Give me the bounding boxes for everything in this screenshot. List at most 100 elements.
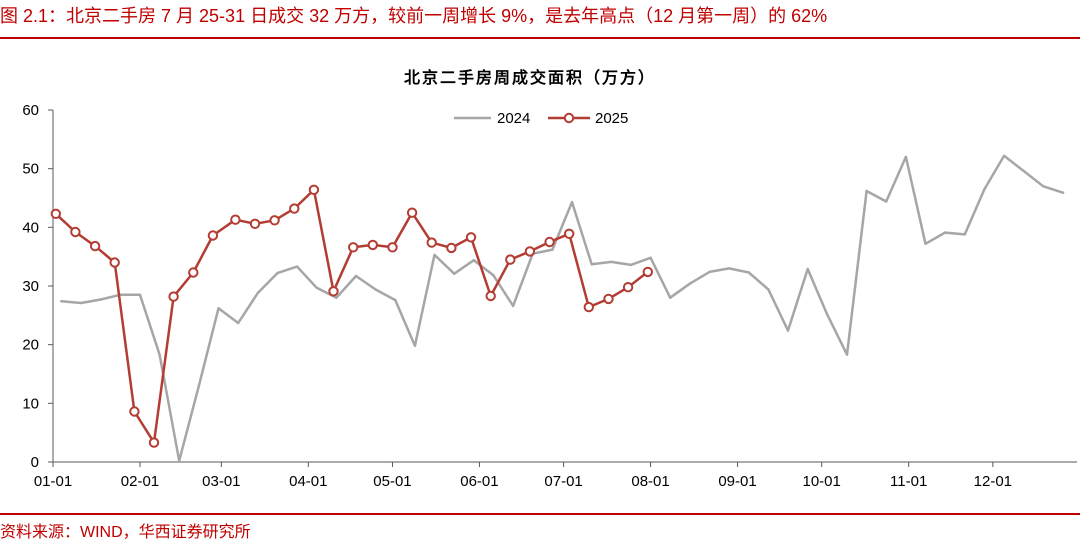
x-tick-label: 10-01 — [803, 473, 841, 490]
series-2025-point — [129, 406, 140, 417]
series-2025-point — [249, 218, 261, 230]
legend-2024-label: 2024 — [497, 110, 530, 127]
series-2024-point — [924, 242, 927, 245]
series-2025-point — [89, 240, 101, 252]
series-2024-point — [237, 321, 240, 325]
series-2024-point — [708, 270, 711, 274]
series-2025-point — [544, 236, 555, 248]
series-2024-point — [1042, 185, 1045, 188]
series-2024-point — [806, 267, 809, 271]
series-2024-point — [217, 307, 220, 310]
series-2024-point — [845, 353, 849, 356]
x-tick-label: 02-01 — [121, 473, 159, 490]
series-2024-point — [1002, 154, 1006, 157]
series-2024-point — [904, 155, 908, 159]
y-tick-label: 40 — [22, 219, 39, 236]
header-rule — [0, 37, 1080, 39]
series-2025-point — [446, 242, 457, 254]
series-2024-point — [629, 263, 633, 267]
series-2024-point — [963, 233, 966, 236]
series-2024-point — [354, 274, 358, 278]
y-tick-label: 20 — [22, 337, 39, 354]
series-2025-point — [188, 267, 199, 278]
series-2025-point — [328, 286, 339, 297]
y-tick-label: 10 — [22, 395, 39, 412]
series-2024-point — [197, 384, 201, 387]
series-2025-point — [207, 230, 219, 241]
series-2024-point — [767, 288, 770, 291]
series-2024-point — [60, 300, 63, 303]
series-2025-point — [348, 242, 359, 253]
series-2025-point — [426, 237, 437, 248]
series-2024-point — [413, 344, 417, 347]
series-2024-point — [1061, 191, 1065, 194]
series-2025-point — [289, 203, 300, 214]
figure-caption: 图 2.1：北京二手房 7 月 25-31 日成交 32 万方，较前一周增长 9… — [0, 6, 828, 26]
series-2025-point — [622, 282, 634, 293]
legend: 2024 2025 — [454, 110, 628, 127]
series-2024-point — [315, 286, 318, 289]
y-tick-label: 30 — [22, 278, 39, 295]
series-2025-point — [230, 214, 241, 225]
x-tick-label: 04-01 — [289, 473, 327, 490]
series-2024-point — [590, 263, 593, 266]
series-2025-point — [524, 246, 536, 257]
series-2024-point — [472, 259, 475, 262]
x-tick-label: 08-01 — [631, 473, 669, 490]
series-2024-point — [394, 298, 397, 302]
series-2025-point — [603, 293, 614, 305]
series-2025-point — [564, 228, 575, 240]
y-axis: 0 10 20 30 40 50 60 — [22, 102, 54, 471]
series-2025-point — [642, 266, 653, 278]
series-2024-point — [826, 313, 829, 316]
series-2025-point — [168, 291, 179, 302]
series-2024-point — [885, 200, 888, 203]
series-2024-point — [551, 248, 554, 251]
x-tick-label: 05-01 — [373, 473, 411, 490]
series-2024-point — [256, 291, 259, 295]
x-tick-label: 09-01 — [718, 473, 756, 490]
series-2025-point — [406, 207, 418, 218]
series-2024-point — [295, 265, 299, 268]
series-2024-point — [79, 301, 83, 305]
legend-2025-marker — [563, 112, 575, 124]
series-2024-point — [433, 253, 436, 257]
plot-series — [50, 154, 1065, 463]
x-tick-label: 03-01 — [202, 473, 240, 490]
source-note: 资料来源：WIND，华西证券研究所 — [0, 524, 251, 541]
series-2024-point — [649, 256, 652, 259]
series-2024-point — [610, 260, 613, 264]
series-2024-point — [727, 267, 731, 270]
x-tick-label: 06-01 — [460, 473, 498, 490]
series-2025-point — [485, 290, 496, 302]
series-2024-point — [570, 200, 574, 204]
series-2024-point — [276, 271, 279, 275]
series-2025-point — [367, 239, 378, 251]
chart-title: 北京二手房周成交面积（万方） — [404, 68, 656, 87]
series-2024-point — [492, 274, 495, 277]
series-2024-point — [99, 298, 102, 301]
series-2024-point — [943, 231, 947, 234]
series-2025-point — [465, 232, 477, 243]
series-2024-point — [688, 282, 691, 285]
series-2025-point — [109, 257, 120, 268]
x-tick-label: 11-01 — [890, 473, 927, 490]
y-tick-label: 50 — [22, 161, 39, 178]
series-2024-point — [747, 271, 750, 274]
x-tick-label: 07-01 — [544, 473, 582, 490]
series-2024-point — [669, 296, 672, 299]
series-2025-line — [54, 188, 650, 444]
series-2024-point — [178, 459, 181, 462]
series-2024-point — [453, 272, 456, 275]
series-2024-point — [1022, 169, 1025, 173]
y-tick-label: 60 — [22, 102, 39, 119]
legend-2025-label: 2025 — [595, 110, 628, 127]
y-tick-label: 0 — [31, 454, 39, 471]
series-2024-point — [335, 296, 338, 299]
footer-rule — [0, 513, 1080, 515]
series-2024-point — [786, 329, 790, 332]
series-2025-point — [308, 184, 320, 196]
series-2025-point — [269, 215, 280, 226]
